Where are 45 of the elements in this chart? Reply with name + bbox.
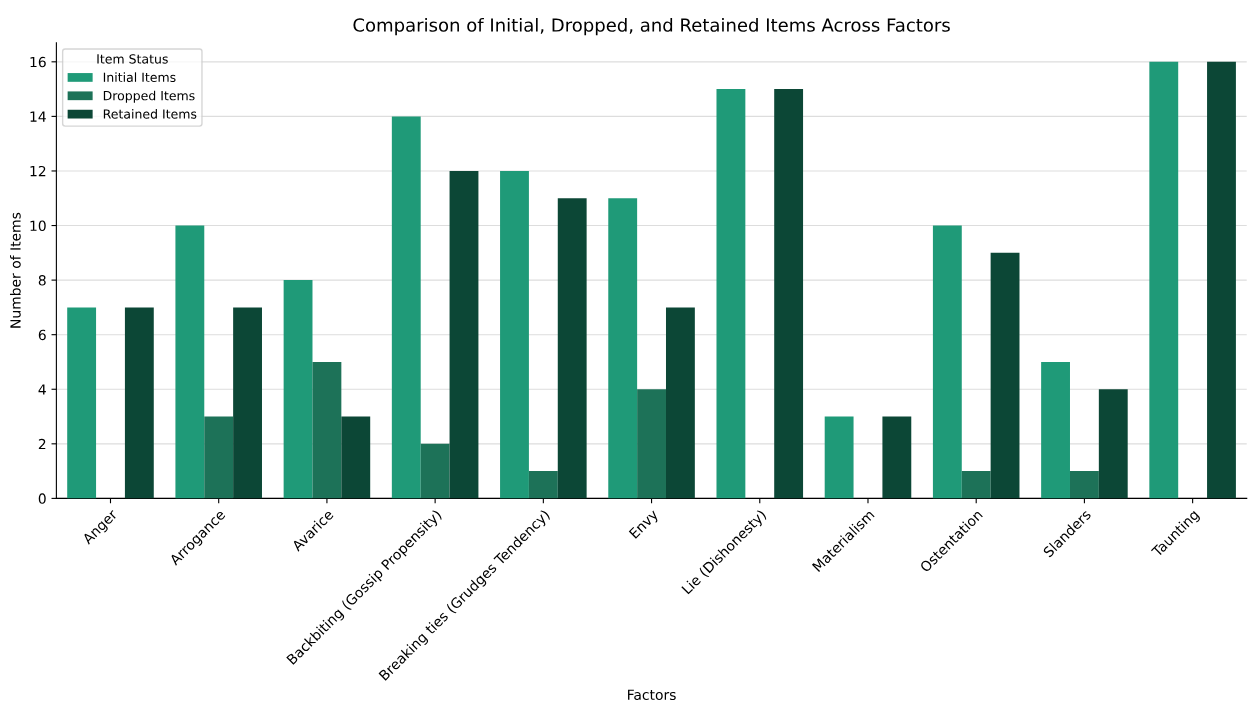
y-tick-label: 12 — [30, 165, 46, 177]
chart-title: Comparison of Initial, Dropped, and Retained Items Across Factors — [353, 17, 950, 36]
y-tick-label: 4 — [38, 384, 46, 395]
bar — [1041, 361, 1070, 499]
bar — [1207, 61, 1236, 499]
bar — [932, 225, 962, 499]
bar — [608, 198, 638, 499]
bar — [1149, 61, 1179, 499]
bar — [283, 280, 313, 499]
bar — [557, 198, 587, 499]
legend-label: Dropped Items — [103, 90, 195, 103]
bar — [204, 416, 234, 499]
bar — [774, 89, 804, 499]
bar — [882, 416, 912, 499]
bar — [341, 416, 371, 499]
bar — [637, 389, 666, 499]
bar — [716, 89, 746, 499]
bar — [175, 225, 205, 499]
y-tick-label: 10 — [30, 220, 46, 232]
bar — [420, 443, 450, 499]
bar — [500, 170, 529, 499]
y-tick-label: 6 — [38, 329, 46, 341]
bar — [665, 307, 695, 499]
y-axis-title: Number of Items — [9, 212, 21, 328]
bar — [1069, 471, 1099, 499]
bar — [990, 252, 1020, 499]
bar — [124, 307, 154, 499]
bar — [449, 170, 479, 499]
bar — [961, 471, 991, 499]
legend-label: Retained Items — [103, 109, 197, 119]
legend-label: Initial Items — [103, 72, 176, 82]
y-tick-label: 16 — [30, 56, 46, 68]
y-tick-label: 14 — [30, 111, 46, 122]
bar — [67, 307, 97, 499]
x-axis-title: Factors — [628, 689, 676, 700]
y-tick-label: 8 — [38, 275, 46, 286]
bar — [233, 307, 262, 499]
bar — [824, 416, 854, 499]
bar — [312, 361, 342, 499]
bar — [391, 116, 421, 499]
y-tick-label: 2 — [38, 438, 46, 450]
bar — [1098, 389, 1128, 499]
y-tick-label: 0 — [38, 493, 46, 504]
bar — [528, 471, 558, 499]
legend-title: Item Status — [97, 54, 168, 64]
